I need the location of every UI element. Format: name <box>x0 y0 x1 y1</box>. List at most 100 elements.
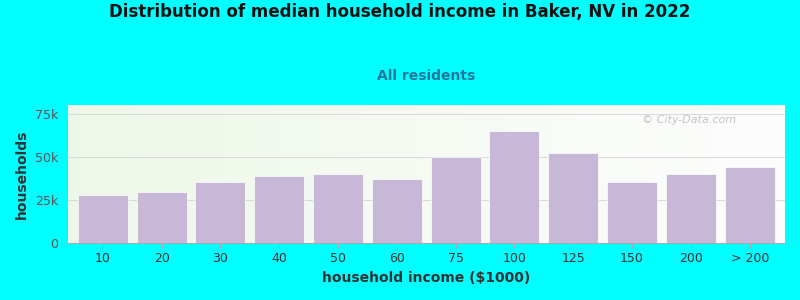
Bar <box>680 105 682 243</box>
Bar <box>79 105 82 243</box>
Bar <box>84 105 86 243</box>
Bar <box>548 105 550 243</box>
Bar <box>579 105 582 243</box>
Bar <box>132 105 134 243</box>
Bar <box>577 105 579 243</box>
Bar <box>393 105 395 243</box>
Bar <box>709 105 711 243</box>
Bar <box>230 105 233 243</box>
Bar <box>252 105 254 243</box>
Bar <box>101 105 103 243</box>
Bar <box>294 105 297 243</box>
Bar <box>610 105 613 243</box>
Bar <box>443 105 446 243</box>
Bar <box>690 105 692 243</box>
Bar <box>91 105 94 243</box>
Bar <box>761 105 763 243</box>
Bar <box>254 176 304 243</box>
Bar <box>644 105 646 243</box>
Bar <box>470 105 472 243</box>
Bar <box>565 105 567 243</box>
Bar <box>692 105 694 243</box>
Bar <box>245 105 247 243</box>
Bar <box>113 105 115 243</box>
Bar <box>426 105 429 243</box>
Bar <box>431 105 434 243</box>
Bar <box>429 105 431 243</box>
Bar <box>226 105 228 243</box>
Bar <box>366 105 369 243</box>
Bar <box>668 105 670 243</box>
Bar <box>278 105 280 243</box>
Bar <box>254 105 257 243</box>
Bar <box>553 105 555 243</box>
Bar <box>67 105 70 243</box>
Bar <box>386 105 388 243</box>
Bar <box>110 105 113 243</box>
Bar <box>240 105 242 243</box>
Bar <box>596 105 598 243</box>
Bar <box>586 105 589 243</box>
Bar <box>209 105 211 243</box>
Bar <box>642 105 644 243</box>
Bar <box>323 105 326 243</box>
Bar <box>405 105 407 243</box>
Bar <box>531 105 534 243</box>
Bar <box>498 105 501 243</box>
Bar <box>364 105 366 243</box>
Bar <box>555 105 558 243</box>
Bar <box>235 105 238 243</box>
Bar <box>572 105 574 243</box>
Bar <box>726 105 728 243</box>
Bar <box>395 105 398 243</box>
Bar <box>582 105 584 243</box>
Bar <box>390 105 393 243</box>
Bar <box>484 105 486 243</box>
Bar <box>371 105 374 243</box>
Bar <box>407 105 410 243</box>
Bar <box>282 105 285 243</box>
Bar <box>550 105 553 243</box>
Bar <box>74 105 77 243</box>
Bar <box>96 105 98 243</box>
Bar <box>304 105 306 243</box>
Bar <box>685 105 687 243</box>
Bar <box>501 105 502 243</box>
Bar <box>603 105 606 243</box>
Bar <box>742 105 744 243</box>
Bar <box>78 194 128 243</box>
Bar <box>675 105 678 243</box>
Bar <box>734 105 737 243</box>
Bar <box>142 105 144 243</box>
Bar <box>687 105 690 243</box>
Bar <box>383 105 386 243</box>
Bar <box>766 105 768 243</box>
Bar <box>486 105 489 243</box>
Bar <box>314 105 316 243</box>
Bar <box>661 105 663 243</box>
Bar <box>417 105 419 243</box>
Bar <box>345 105 347 243</box>
Bar <box>187 105 190 243</box>
Bar <box>94 105 96 243</box>
Bar <box>342 105 345 243</box>
Bar <box>290 105 292 243</box>
Bar <box>77 105 79 243</box>
Bar <box>330 105 333 243</box>
Bar <box>718 105 721 243</box>
Bar <box>448 105 450 243</box>
Bar <box>166 105 168 243</box>
Bar <box>697 105 699 243</box>
Bar <box>460 105 462 243</box>
Bar <box>591 105 594 243</box>
Bar <box>158 105 161 243</box>
Bar <box>422 105 424 243</box>
Bar <box>534 105 536 243</box>
Bar <box>739 105 742 243</box>
Title: All residents: All residents <box>377 69 475 83</box>
Bar <box>168 105 170 243</box>
Bar <box>598 105 601 243</box>
Bar <box>381 105 383 243</box>
Bar <box>751 105 754 243</box>
Bar <box>242 105 245 243</box>
